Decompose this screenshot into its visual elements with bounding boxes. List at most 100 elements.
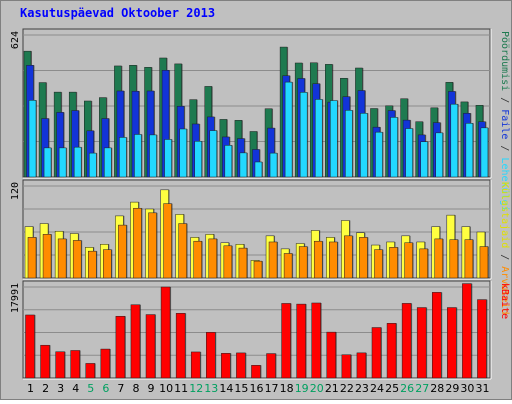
- bar-bottom-kBaite-day-27: [416, 307, 427, 379]
- x-tick-label-day-26: 26: [400, 382, 414, 395]
- bar-middle-Arvuteid-day-21: [329, 241, 338, 279]
- bar-middle-Arvuteid-day-6: [103, 249, 112, 279]
- bar-middle-Arvuteid-day-31: [479, 246, 489, 279]
- bar-top-Lehekülgi-day-11: [179, 128, 187, 178]
- x-tick-label-day-17: 17: [265, 382, 279, 395]
- bar-bottom-kBaite-day-4: [70, 350, 80, 379]
- x-tick-label-day-13: 13: [204, 382, 218, 395]
- legend-middle: Külastajaid / Arvuteid: [499, 182, 510, 314]
- bar-bottom-kBaite-day-6: [100, 348, 111, 379]
- x-tick-label-day-25: 25: [385, 382, 399, 395]
- x-tick-label-day-22: 22: [340, 382, 354, 395]
- bar-middle-Arvuteid-day-14: [223, 245, 233, 279]
- bar-top-Lehekülgi-day-1: [28, 100, 37, 178]
- bar-bottom-kBaite-day-19: [296, 303, 306, 379]
- bar-middle-Arvuteid-day-9: [148, 212, 157, 279]
- bar-middle-Arvuteid-day-10: [163, 203, 172, 279]
- x-tick-label-day-27: 27: [415, 382, 429, 395]
- bar-bottom-kBaite-day-14: [221, 353, 231, 379]
- bar-middle-Arvuteid-day-28: [434, 238, 443, 279]
- panel-top-max-label: 624: [10, 31, 21, 49]
- bar-top-Lehekülgi-day-29: [450, 103, 459, 178]
- x-tick-label-day-16: 16: [250, 382, 264, 395]
- bar-bottom-kBaite-day-10: [160, 286, 171, 379]
- bar-middle-Arvuteid-day-18: [283, 253, 293, 279]
- x-tick-label-day-10: 10: [159, 382, 173, 395]
- bar-middle-Arvuteid-day-26: [404, 242, 413, 279]
- x-tick-label-day-21: 21: [325, 382, 339, 395]
- bar-top-Lehekülgi-day-15: [239, 152, 248, 178]
- bar-bottom-kBaite-day-3: [55, 351, 65, 379]
- chart-panels: 624 120 17991: [10, 28, 492, 380]
- bar-top-Lehekülgi-day-18: [284, 81, 293, 178]
- x-tick-label-day-15: 15: [234, 382, 248, 395]
- bar-bottom-kBaite-day-25: [386, 323, 397, 379]
- bar-bottom-kBaite-day-12: [190, 351, 201, 379]
- bar-top-Lehekülgi-day-2: [43, 147, 52, 178]
- bar-bottom-kBaite-day-30: [462, 283, 472, 379]
- bar-bottom-kBaite-day-2: [40, 344, 50, 379]
- bar-bottom-kBaite-day-7: [115, 315, 126, 379]
- legend-bottom-part-0: kBaite: [499, 283, 510, 319]
- x-tick-label-day-29: 29: [445, 382, 459, 395]
- x-tick-label-day-20: 20: [310, 382, 324, 395]
- x-tick-label-day-23: 23: [355, 382, 369, 395]
- x-tick-label-day-9: 9: [148, 382, 155, 395]
- bar-middle-Arvuteid-day-19: [298, 246, 308, 279]
- bar-bottom-kBaite-day-26: [401, 303, 412, 379]
- bar-top-Lehekülgi-day-4: [73, 146, 82, 178]
- bar-middle-Arvuteid-day-11: [178, 223, 187, 279]
- bar-top-Lehekülgi-day-8: [134, 134, 142, 178]
- bar-top-Lehekülgi-day-31: [480, 127, 489, 178]
- bar-bottom-kBaite-day-21: [326, 331, 337, 379]
- legend-top-part-2: Faile: [499, 109, 510, 139]
- bar-bottom-kBaite-day-13: [206, 332, 216, 379]
- legend-top-part-4: Lehekülgi: [499, 157, 510, 211]
- legend-top-part-3: /: [499, 139, 510, 157]
- bar-middle-Arvuteid-day-27: [419, 248, 428, 279]
- bar-top-Lehekülgi-day-16: [254, 161, 263, 178]
- bar-top-Lehekülgi-day-20: [314, 99, 323, 178]
- x-tick-label-day-19: 19: [295, 382, 309, 395]
- bar-bottom-kBaite-day-28: [431, 292, 442, 379]
- bar-top-Lehekülgi-day-9: [149, 134, 157, 178]
- bar-top-Lehekülgi-day-6: [104, 147, 112, 178]
- x-tick-label-day-18: 18: [280, 382, 294, 395]
- bar-middle-Arvuteid-day-16: [253, 260, 263, 279]
- x-tick-label-day-28: 28: [430, 382, 444, 395]
- bar-top-Lehekülgi-day-23: [360, 113, 368, 178]
- bar-middle-Arvuteid-day-17: [268, 241, 278, 279]
- panel-top: 624: [10, 28, 492, 179]
- bar-middle-Arvuteid-day-8: [133, 207, 142, 279]
- bar-bottom-kBaite-day-15: [236, 352, 246, 379]
- bar-middle-Arvuteid-day-13: [208, 238, 218, 279]
- bar-middle-Arvuteid-day-24: [374, 249, 383, 279]
- legend-middle-part-0: Külastajaid: [499, 182, 510, 248]
- legend-middle-part-2: Arvuteid: [499, 266, 510, 314]
- x-tick-label-day-31: 31: [475, 382, 489, 395]
- bar-middle-Arvuteid-day-3: [57, 238, 67, 279]
- bar-bottom-kBaite-day-9: [145, 314, 156, 379]
- bar-bottom-kBaite-day-23: [356, 352, 367, 379]
- bar-middle-Arvuteid-day-25: [389, 247, 398, 279]
- bar-middle-Arvuteid-day-20: [313, 240, 323, 279]
- bar-top-Lehekülgi-day-21: [330, 100, 338, 178]
- x-axis-labels: 1 2 3 4 5 6 7 8 9 10 11 12 13 14 15 16 17 18 19 20 21 22 23 24 2…: [27, 382, 489, 395]
- bar-middle-Arvuteid-day-4: [72, 240, 82, 279]
- bar-bottom-kBaite-day-31: [477, 299, 487, 379]
- bar-middle-Arvuteid-day-22: [344, 235, 353, 279]
- x-tick-label-day-1: 1: [27, 382, 34, 395]
- bar-top-Lehekülgi-day-27: [420, 141, 428, 178]
- bar-middle-Arvuteid-day-2: [42, 234, 52, 279]
- legend-top-part-1: /: [499, 91, 510, 109]
- bar-top-Lehekülgi-day-26: [405, 128, 413, 178]
- x-tick-label-day-12: 12: [189, 382, 203, 395]
- legend-bottom: kBaite: [499, 283, 510, 319]
- bar-bottom-kBaite-day-1: [25, 314, 35, 379]
- chart-title: Kasutuspäevad Oktoober 2013: [20, 6, 215, 20]
- bar-middle-Arvuteid-day-23: [359, 237, 368, 279]
- bar-bottom-kBaite-day-18: [281, 303, 291, 379]
- bar-bottom-kBaite-day-11: [175, 313, 186, 379]
- bar-middle-Arvuteid-day-30: [464, 239, 474, 279]
